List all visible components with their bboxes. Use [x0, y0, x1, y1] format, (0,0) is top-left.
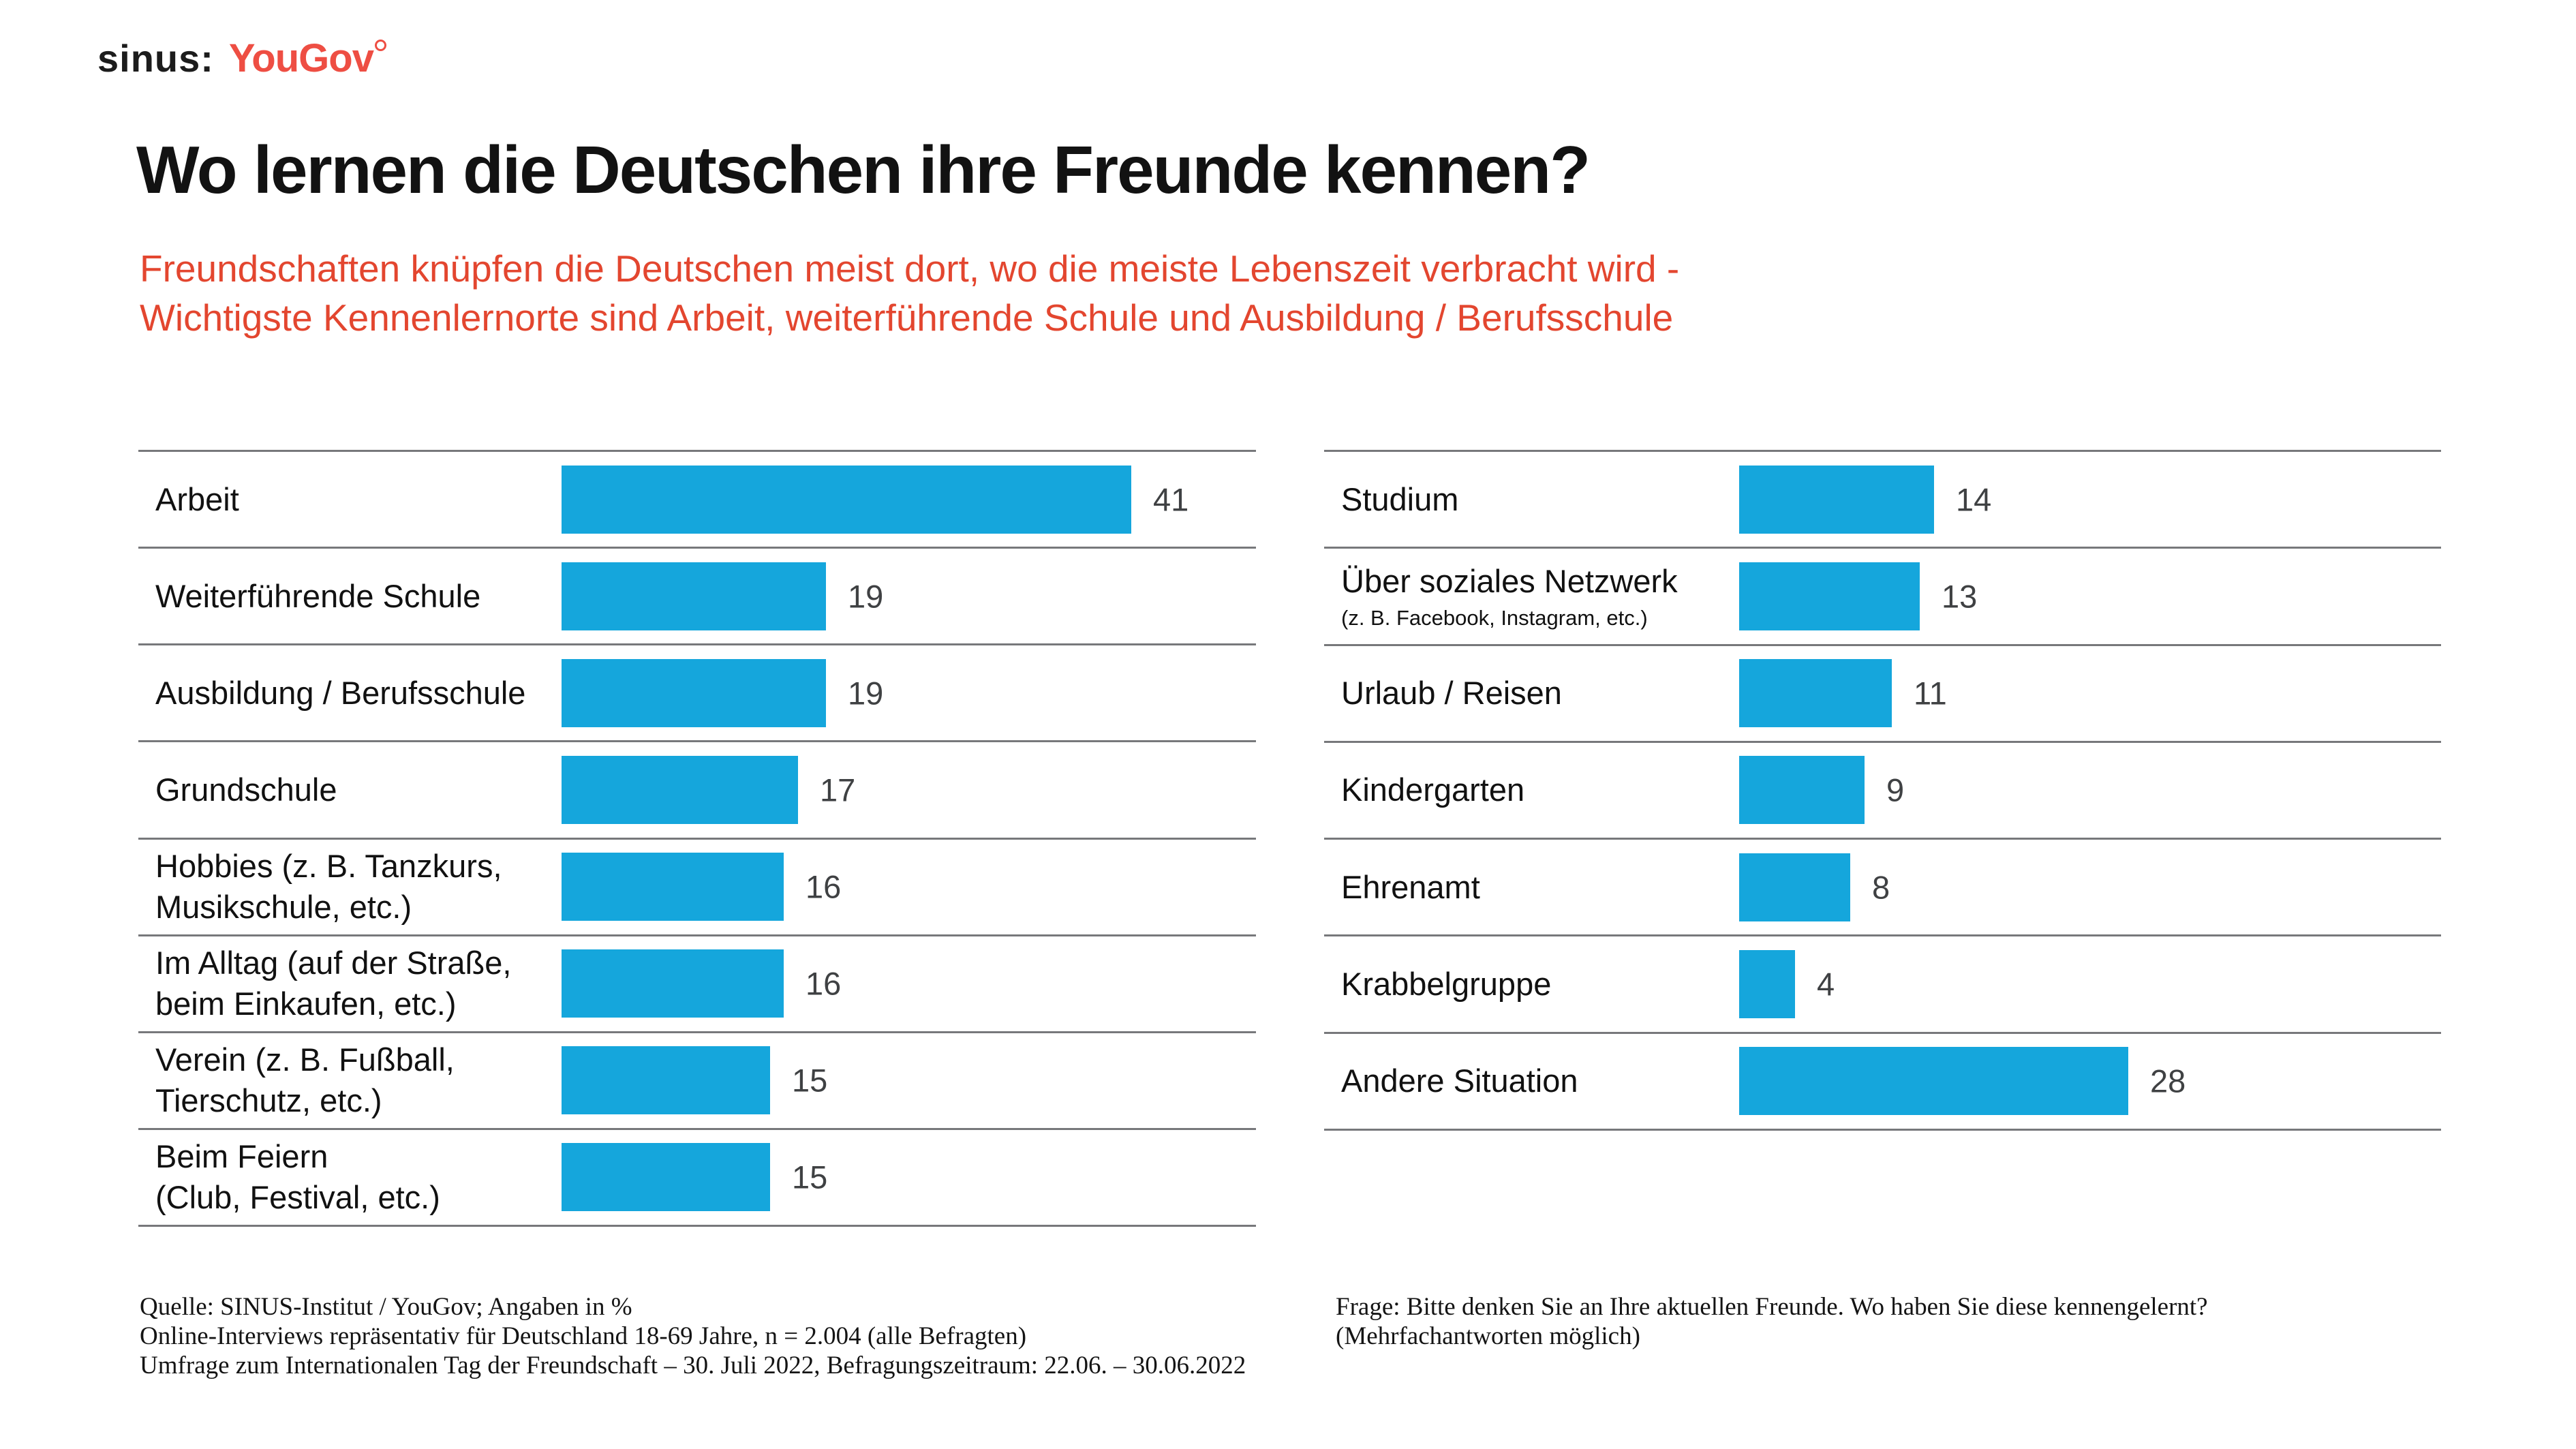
value-bar — [562, 658, 826, 727]
value-bar — [562, 562, 826, 630]
value-label: 41 — [1153, 481, 1189, 518]
chart-row: Verein (z. B. Fußball, Tierschutz, etc.)… — [138, 1031, 1256, 1128]
category-label: Verein (z. B. Fußball, Tierschutz, etc.) — [155, 1041, 455, 1119]
category-label: Studium — [1341, 481, 1459, 517]
registered-trademark-icon — [374, 40, 386, 51]
chart-row: Kindergarten 9 — [1324, 740, 2441, 838]
value-bar — [1739, 756, 1865, 825]
question-note: Frage: Bitte denken Sie an Ihre aktuelle… — [1336, 1293, 2208, 1350]
value-label: 11 — [1914, 675, 1947, 712]
value-label: 8 — [1872, 869, 1890, 906]
chart-panel-right: Studium 14 Über soziales Netzwerk (z. B. Fa… — [1324, 450, 2441, 1131]
category-label: Im Alltag (auf der Straße, beim Einkaufe… — [155, 945, 512, 1022]
category-label: Hobbies (z. B. Tanzkurs, Musikschule, et… — [155, 848, 502, 926]
value-bar — [1739, 853, 1850, 921]
category-label: Krabbelgruppe — [1341, 966, 1552, 1003]
category-label: Ehrenamt — [1341, 868, 1480, 905]
chart-row: Beim Feiern (Club, Festival, etc.) 15 — [138, 1127, 1256, 1225]
chart-row: Andere Situation 28 — [1324, 1031, 2441, 1129]
value-label: 4 — [1817, 966, 1835, 1003]
logo: sinus: YouGov — [97, 35, 386, 81]
value-label: 16 — [806, 965, 842, 1002]
chart-row: Krabbelgruppe 4 — [1324, 934, 2441, 1031]
value-bar — [562, 949, 784, 1018]
value-label: 19 — [848, 578, 884, 615]
value-bar — [562, 853, 784, 921]
category-label: Andere Situation — [1341, 1063, 1578, 1099]
category-label: Ausbildung / Berufsschule — [155, 674, 526, 711]
value-label: 14 — [1956, 481, 1992, 518]
value-bar — [562, 465, 1131, 534]
chart-row: Ausbildung / Berufsschule 19 — [138, 643, 1256, 740]
yougov-logo: YouGov — [229, 36, 386, 80]
value-bar — [1739, 950, 1795, 1019]
value-label: 17 — [820, 772, 856, 808]
chart-row: Urlaub / Reisen 11 — [1324, 643, 2441, 741]
value-bar — [1739, 659, 1892, 728]
value-bar — [562, 755, 798, 824]
value-bar — [1739, 465, 1934, 534]
chart-panel-left: Arbeit 41 Weiterführende Schule 19 Ausbildun… — [138, 450, 1256, 1227]
source-note: Quelle: SINUS-Institut / YouGov; Angaben… — [140, 1293, 1246, 1379]
chart-row: Grundschule 17 — [138, 740, 1256, 837]
category-label: Arbeit — [155, 481, 239, 517]
value-label: 19 — [848, 675, 884, 712]
value-bar — [1739, 1047, 2128, 1116]
category-label: Weiterführende Schule — [155, 577, 481, 614]
value-label: 28 — [2150, 1063, 2186, 1099]
category-label: Urlaub / Reisen — [1341, 675, 1562, 712]
chart-row: Weiterführende Schule 19 — [138, 547, 1256, 643]
page-title: Wo lernen die Deutschen ihre Freunde ken… — [136, 132, 1591, 207]
chart-row: Hobbies (z. B. Tanzkurs, Musikschule, et… — [138, 837, 1256, 934]
category-label: Über soziales Netzwerk (z. B. Facebook, I… — [1341, 561, 1736, 632]
category-label: Grundschule — [155, 771, 337, 808]
chart-row: Ehrenamt 8 — [1324, 838, 2441, 934]
value-label: 16 — [806, 868, 842, 905]
category-sublabel: (z. B. Facebook, Instagram, etc.) — [1341, 605, 1648, 630]
value-label: 9 — [1886, 772, 1905, 808]
value-label: 15 — [792, 1159, 828, 1195]
value-label: 13 — [1942, 578, 1978, 615]
category-label: Kindergarten — [1341, 772, 1525, 808]
page-subtitle: Freundschaften knüpfen die Deutschen mei… — [140, 247, 1680, 339]
value-bar — [562, 1143, 770, 1212]
chart-row: Arbeit 41 — [138, 450, 1256, 547]
chart-row: Über soziales Netzwerk (z. B. Facebook, I… — [1324, 547, 2441, 643]
chart-row: Studium 14 — [1324, 450, 2441, 547]
chart-row: Im Alltag (auf der Straße, beim Einkaufe… — [138, 934, 1256, 1031]
value-bar — [1739, 562, 1920, 630]
value-label: 15 — [792, 1062, 828, 1099]
value-bar — [562, 1046, 770, 1115]
category-label: Beim Feiern (Club, Festival, etc.) — [155, 1138, 440, 1216]
sinus-logo: sinus: — [97, 37, 214, 80]
